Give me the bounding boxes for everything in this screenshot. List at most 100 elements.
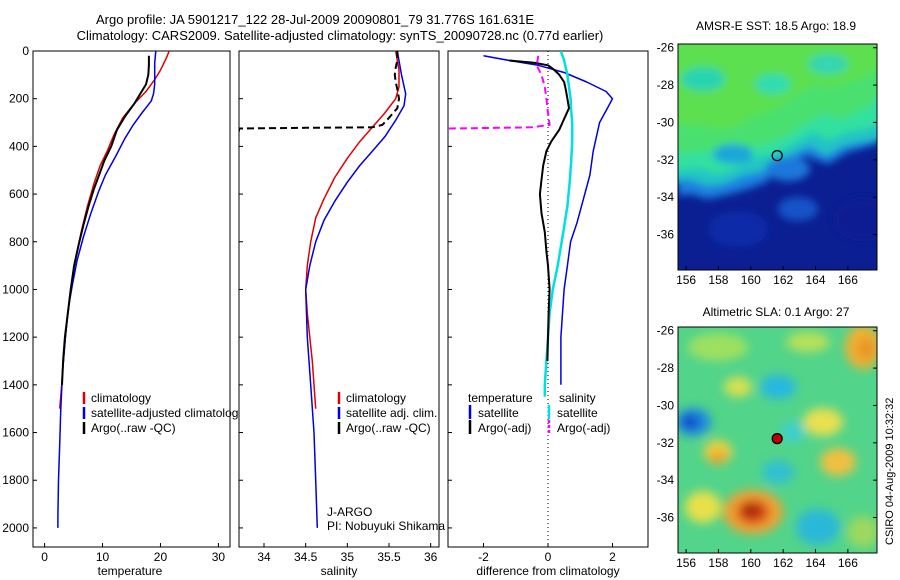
y-tick-label: -32 bbox=[657, 436, 675, 450]
temperature-panel: 0 10 20 30 0 200 400 600 800 1000 1200 1400 1600 1800… bbox=[2, 44, 244, 578]
legend-label: salinity bbox=[559, 391, 596, 405]
y-tick-label: -26 bbox=[657, 324, 675, 338]
argo-location-marker bbox=[771, 433, 783, 445]
y-tick-label: 400 bbox=[9, 139, 29, 153]
sst-map-title: AMSR-E SST: 18.5 Argo: 18.9 bbox=[696, 19, 856, 33]
temperature-axes-box bbox=[32, 50, 231, 548]
argo-location-marker bbox=[771, 150, 783, 162]
y-tick-label: 600 bbox=[9, 187, 29, 201]
salinity-axes-box bbox=[238, 50, 440, 548]
y-tick-label: -36 bbox=[657, 511, 675, 525]
x-tick-label: 30 bbox=[212, 550, 226, 564]
x-tick-label: 34 bbox=[257, 550, 271, 564]
series-line-difference-0 bbox=[483, 55, 614, 385]
x-tick-label: 156 bbox=[676, 556, 696, 570]
x-tick-label: 158 bbox=[708, 273, 728, 287]
x-tick-label: 162 bbox=[773, 273, 793, 287]
y-tick-label: -30 bbox=[657, 398, 675, 412]
difference-ticks: -2 0 2 bbox=[448, 50, 616, 564]
y-tick-label: 2000 bbox=[2, 521, 29, 535]
x-tick-label: 160 bbox=[741, 273, 761, 287]
y-tick-label: 0 bbox=[22, 44, 29, 58]
y-tick-label: -26 bbox=[657, 41, 675, 55]
x-tick-label: -2 bbox=[478, 550, 489, 564]
y-tick-label: -36 bbox=[657, 228, 675, 242]
x-tick-label: 35 bbox=[341, 550, 355, 564]
y-tick-label: 1000 bbox=[2, 282, 29, 296]
x-tick-label: 35.5 bbox=[377, 550, 401, 564]
y-tick-label: -34 bbox=[657, 190, 675, 204]
x-tick-label: 0 bbox=[545, 550, 552, 564]
salinity-annotation-line1: J-ARGO bbox=[327, 505, 372, 519]
salinity-annotation-line2: PI: Nobuyuki Shikama bbox=[327, 519, 445, 533]
series-line-difference-3 bbox=[448, 55, 551, 130]
temperature-xlabel: temperature bbox=[98, 564, 163, 578]
series-line-salinity-1 bbox=[304, 51, 407, 528]
sst-map-image bbox=[678, 44, 877, 270]
x-tick-label: 162 bbox=[773, 556, 793, 570]
x-tick-label: 158 bbox=[708, 556, 728, 570]
legend-label: satellite bbox=[557, 406, 598, 420]
y-tick-label: -34 bbox=[657, 473, 675, 487]
sla-map-title: Altimetric SLA: 0.1 Argo: 27 bbox=[703, 305, 850, 319]
x-tick-label: 164 bbox=[806, 273, 826, 287]
x-tick-label: 160 bbox=[741, 556, 761, 570]
series-line-salinity-2 bbox=[239, 51, 400, 133]
salinity-ticks: 34 34.5 35 35.5 36 bbox=[239, 50, 438, 564]
sla-map-marker bbox=[771, 433, 783, 445]
y-tick-label: 1600 bbox=[2, 426, 29, 440]
y-tick-label: -32 bbox=[657, 153, 675, 167]
x-tick-label: 20 bbox=[154, 550, 168, 564]
legend-label: satellite adj. clim. bbox=[346, 406, 437, 420]
temperature-ticks: 0 10 20 30 0 200 400 600 800 1000 1200 1400 1600 1800… bbox=[2, 44, 225, 564]
y-tick-label: 200 bbox=[9, 92, 29, 106]
side-stamp: CSIRO 04-Aug-2009 10:32:32 bbox=[884, 398, 896, 545]
temperature-series bbox=[57, 51, 170, 528]
y-tick-label: 1800 bbox=[2, 473, 29, 487]
x-tick-label: 10 bbox=[96, 550, 110, 564]
legend-label: climatology bbox=[91, 391, 151, 405]
y-tick-label: 800 bbox=[9, 235, 29, 249]
x-tick-label: 164 bbox=[806, 556, 826, 570]
sla-map-panel: Altimetric SLA: 0.1 Argo: 27 bbox=[657, 305, 878, 570]
y-tick-label: 1400 bbox=[2, 378, 29, 392]
figure-title-line2: Climatology: CARS2009. Satellite-adjuste… bbox=[77, 28, 604, 43]
x-tick-label: 156 bbox=[676, 273, 696, 287]
salinity-series bbox=[239, 51, 407, 528]
legend-label: Argo(-adj) bbox=[557, 421, 610, 435]
salinity-xlabel: salinity bbox=[321, 564, 358, 578]
y-tick-label: 1200 bbox=[2, 330, 29, 344]
difference-series bbox=[448, 51, 614, 397]
series-line-difference-2 bbox=[509, 59, 570, 362]
y-tick-label: -28 bbox=[657, 78, 675, 92]
figure-title-line1: Argo profile: JA 5901217_122 28-Jul-2009… bbox=[96, 12, 534, 27]
x-tick-label: 0 bbox=[41, 550, 48, 564]
x-tick-label: 34.5 bbox=[294, 550, 318, 564]
sla-map-frame bbox=[677, 326, 878, 554]
y-tick-label: -28 bbox=[657, 361, 675, 375]
x-tick-label: 166 bbox=[838, 273, 858, 287]
legend-label: satellite-adjusted climatology bbox=[91, 406, 244, 420]
y-tick-label: -30 bbox=[657, 115, 675, 129]
series-line-temperature-1 bbox=[57, 51, 157, 528]
sst-map-ticks: 156 158 160 162 164 166 -26 -28 -30 -32 -34 -36 bbox=[657, 41, 877, 287]
series-line-temperature-2 bbox=[61, 55, 150, 385]
x-tick-label: 36 bbox=[424, 550, 438, 564]
sst-map-panel: AMSR-E SST: 18.5 Argo: 18.9 156 158 160 162… bbox=[657, 19, 878, 287]
sst-map-frame bbox=[677, 43, 878, 271]
legend-label: Argo(-adj) bbox=[478, 421, 531, 435]
x-tick-label: 2 bbox=[609, 550, 616, 564]
x-tick-label: 166 bbox=[838, 556, 858, 570]
series-line-salinity-0 bbox=[304, 51, 400, 409]
difference-xlabel: difference from climatology bbox=[476, 564, 619, 578]
legend-label: climatology bbox=[346, 391, 406, 405]
sla-map-ticks: 156 158 160 162 164 166 -26 -28 -30 -32 -34 -36 bbox=[657, 324, 877, 570]
sst-map-marker bbox=[771, 150, 783, 162]
legend-label: satellite bbox=[478, 406, 519, 420]
